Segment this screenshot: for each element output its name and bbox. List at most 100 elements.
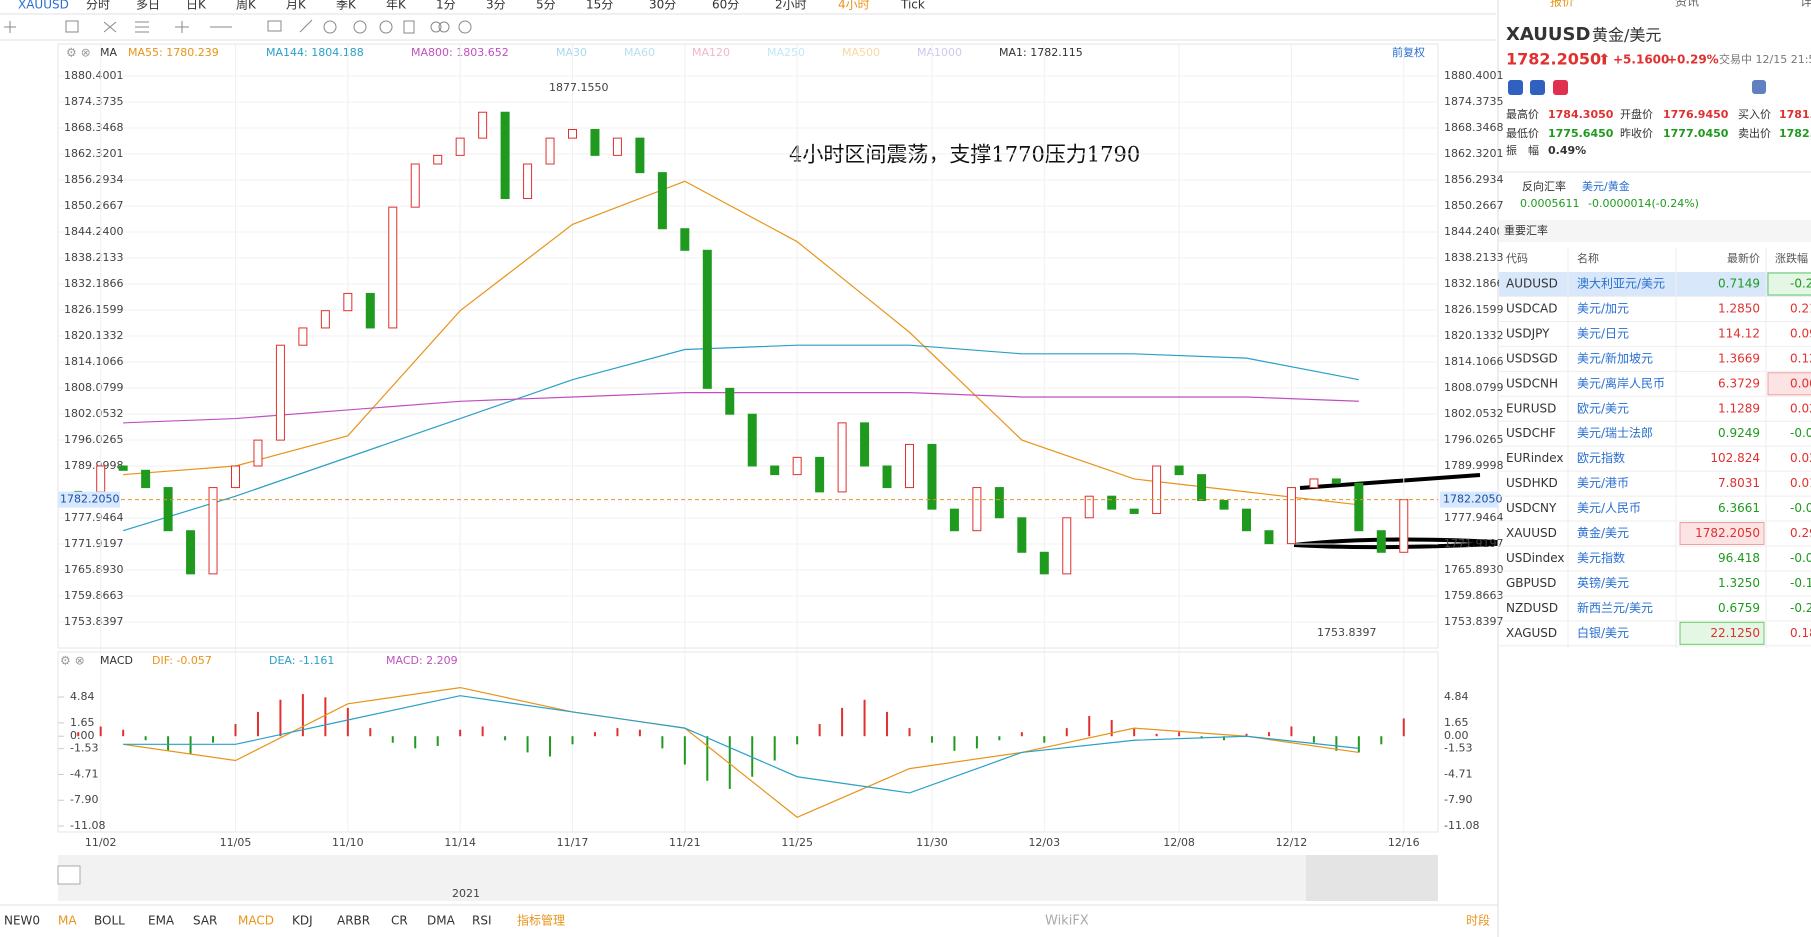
indicator-tab[interactable]: ARBR [337,914,370,928]
row-name[interactable]: 澳大利亚元/美元 [1577,277,1665,291]
row-code[interactable]: XAGUSD [1506,626,1557,640]
session-button[interactable]: 时段 [1466,913,1490,928]
row-code[interactable]: USDCNY [1506,501,1557,515]
indicator-tab[interactable]: CR [391,914,408,928]
legend-item[interactable]: MACD [100,654,133,667]
indicator-tab[interactable]: 指标管理 [517,913,565,928]
row-code[interactable]: USDHKD [1506,476,1558,490]
scroller-handle[interactable] [57,865,81,885]
side-icon[interactable] [1752,80,1766,94]
candle [1331,478,1341,484]
side-tab[interactable]: 报价 [1550,0,1574,9]
period-tab[interactable]: 5分 [536,0,556,12]
row-code[interactable]: USDindex [1506,551,1564,565]
indicator-tab[interactable]: RSI [472,914,492,928]
period-tab[interactable]: 15分 [586,0,613,12]
legend-item[interactable]: MA [100,46,117,59]
row-code[interactable]: USDJPY [1506,326,1550,340]
row-code[interactable]: USDCHF [1506,426,1556,440]
row-name[interactable]: 黄金/美元 [1577,525,1629,540]
legend-item[interactable]: MA500 [842,46,880,59]
side-tab[interactable]: 详情 [1800,0,1811,9]
indicator-tab[interactable]: SAR [193,914,217,928]
candle [410,163,420,208]
side-icon[interactable] [1553,80,1568,95]
row-name[interactable]: 英镑/美元 [1577,575,1629,590]
period-tab[interactable]: 周K [236,0,257,12]
legend-item[interactable]: MA144: 1804.188 [266,46,364,59]
macd-y-tick-right: 0.00 [1444,729,1469,742]
period-tab[interactable]: 日K [186,0,207,12]
candle [320,310,330,329]
row-name[interactable]: 美元指数 [1577,550,1625,565]
side-tab[interactable]: 资讯 [1675,0,1699,9]
indicator-tab[interactable]: BOLL [94,914,125,928]
period-tab[interactable]: Tick [900,0,925,12]
side-price: 1782.2050 [1506,50,1601,69]
period-tab[interactable]: 1分 [436,0,456,12]
period-tab[interactable]: 4小时 [838,0,870,12]
legend-item[interactable]: MA55: 1780.239 [128,46,219,59]
y-tick-label: 1856.2934 [64,173,124,186]
indicator-tab[interactable]: KDJ [292,914,313,928]
y-tick-label: 1789.9998 [64,459,124,472]
row-code[interactable]: EURUSD [1506,401,1556,415]
legend-item[interactable]: DEA: -1.161 [269,654,334,667]
row-code[interactable]: EURindex [1506,451,1564,465]
row-name[interactable]: 欧元指数 [1577,450,1625,465]
side-icon[interactable] [1508,80,1523,95]
period-tab[interactable]: 3分 [486,0,506,12]
row-name[interactable]: 美元/加元 [1577,301,1629,315]
row-name[interactable]: 欧元/美元 [1577,401,1629,415]
legend-item[interactable]: MA1: 1782.115 [999,46,1083,59]
period-tab[interactable]: 年K [386,0,407,12]
row-name[interactable]: 美元/人民币 [1577,501,1641,515]
row-name[interactable]: 美元/离岸人民币 [1577,375,1665,390]
row-code[interactable]: AUDUSD [1506,277,1558,291]
macd-y-tick-right: -11.08 [1444,819,1479,832]
scroller[interactable] [58,855,1438,901]
period-tab[interactable]: 月K [286,0,307,12]
adjust-toggle[interactable]: 前复权 [1392,45,1425,59]
row-name[interactable]: 美元/港币 [1577,476,1629,490]
period-tab[interactable]: 2小时 [775,0,807,12]
period-tab[interactable]: 季K [336,0,357,12]
period-tab[interactable]: 分时 [86,0,110,12]
indicator-tab[interactable]: DMA [427,914,456,928]
legend-item[interactable]: MA30 [556,46,587,59]
row-code[interactable]: XAUUSD [1506,526,1557,540]
period-tab[interactable]: 30分 [649,0,676,12]
legend-item[interactable]: MA250 [767,46,805,59]
scroller-thumb[interactable] [1306,855,1438,901]
legend-item[interactable]: MA60 [624,46,655,59]
row-name[interactable]: 美元/日元 [1577,326,1629,340]
indicator-tab[interactable]: MACD [238,914,274,928]
row-code[interactable]: USDCAD [1506,301,1557,315]
row-name[interactable]: 美元/新加坡元 [1577,350,1653,365]
row-name[interactable]: 新西兰元/美元 [1577,600,1653,615]
indicator-tab[interactable]: NEW0 [4,914,40,928]
side-icon[interactable] [1530,80,1545,95]
y-tick-label-right: 1856.2934 [1444,173,1504,186]
y-tick-label: 1820.1332 [64,329,124,342]
legend-item[interactable]: MA1000 [917,46,962,59]
row-code[interactable]: USDSGD [1506,351,1558,365]
indicator-tab[interactable]: MA [58,914,77,928]
row-code[interactable]: NZDUSD [1506,601,1558,615]
row-code[interactable]: GBPUSD [1506,576,1556,590]
candle [1129,508,1139,514]
legend-item[interactable]: MACD: 2.209 [386,654,458,667]
row-highlight[interactable] [1499,272,1811,296]
period-tab[interactable]: 多日 [136,0,160,12]
row-code[interactable]: USDCNH [1506,376,1558,390]
row-name[interactable]: 美元/瑞士法郎 [1577,426,1653,440]
indicator-tab[interactable]: EMA [148,914,175,928]
legend-item[interactable]: DIF: -0.057 [152,654,212,667]
row-name[interactable]: 白银/美元 [1577,625,1629,640]
symbol[interactable]: XAUUSD [18,0,69,12]
row-price: 0.6759 [1718,601,1760,615]
row-price: 1.2850 [1718,301,1760,315]
legend-item[interactable]: MA120 [692,46,730,59]
period-tab[interactable]: 60分 [712,0,739,12]
y-tick-label-right: 1868.3468 [1444,121,1504,134]
